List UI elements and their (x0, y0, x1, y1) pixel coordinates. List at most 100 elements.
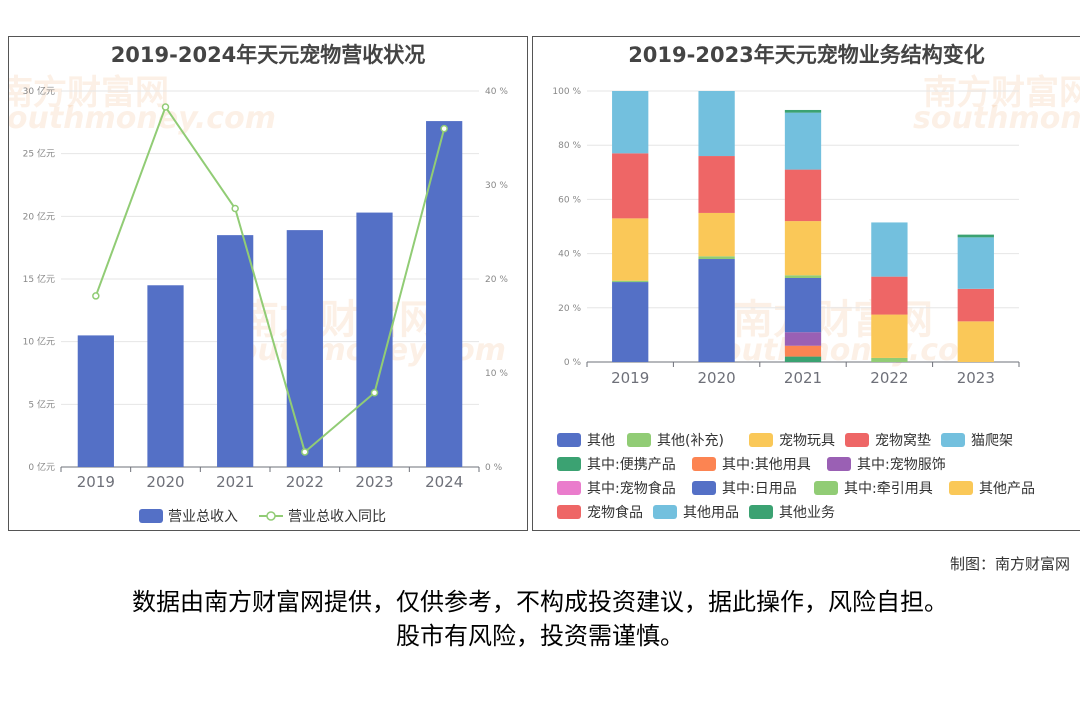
stacked-bar-segment (957, 288, 994, 322)
legend-swatch-yoy-dot (266, 511, 276, 521)
y2-tick-label: 0 % (485, 463, 503, 473)
yoy-point (92, 292, 100, 300)
revenue-chart-panel: 南方财富网 southmoney.com 南方财富网 southmoney.co… (8, 36, 528, 531)
stacked-bar-segment (784, 109, 822, 113)
legend-swatch (692, 457, 716, 471)
legend-swatch (749, 433, 773, 447)
revenue-chart-svg: 0 亿元 5 亿元 10 亿元 15 亿元 20 亿元 25 亿元 30 亿元 0 % 10 %… (23, 85, 509, 525)
stacked-bar-segment (871, 276, 908, 315)
y-tick-label: 30 亿元 (23, 85, 55, 97)
y-tick-label: 20 亿元 (23, 210, 55, 222)
y-tick-label: 10 亿元 (23, 336, 55, 348)
y2-tick-label: 10 % (485, 369, 508, 379)
legend-label-revenue: 营业总收入 (168, 509, 238, 525)
bar (356, 212, 393, 467)
yoy-point (301, 448, 309, 456)
legend-label: 其他用品 (683, 505, 739, 521)
x-tick-label: 2022 (286, 473, 324, 491)
legend-swatch (557, 505, 581, 519)
stacked-bar-segment (871, 314, 908, 358)
y-tick-label: 40 % (558, 250, 581, 260)
legend-swatch (653, 505, 677, 519)
stacked-bar-segment (957, 321, 994, 362)
stacked-bar-segment (957, 237, 994, 289)
yoy-point (440, 124, 448, 133)
y-tick-label: 5 亿元 (28, 398, 55, 410)
stacked-bar-segment (957, 234, 994, 238)
disclaimer-line-1: 数据由南方财富网提供，仅供参考，不构成投资建议，据此操作，风险自担。 (132, 588, 948, 616)
y-tick-label: 20 % (558, 304, 581, 314)
x-tick-label: 2019 (611, 369, 649, 387)
y-tick-label: 60 % (558, 195, 581, 205)
legend-label: 猫爬架 (971, 433, 1013, 449)
bar (147, 285, 184, 467)
stacked-bar-segment (784, 345, 822, 357)
yoy-point (370, 388, 379, 397)
legend-swatch (557, 433, 581, 447)
y2-tick-label: 20 % (485, 275, 508, 285)
legend-label: 宠物玩具 (779, 433, 835, 449)
y-tick-label: 100 % (552, 87, 581, 97)
x-tick-label: 2023 (957, 369, 995, 387)
bar (286, 230, 323, 467)
legend-label: 宠物窝垫 (875, 432, 931, 449)
y-tick-label: 25 亿元 (23, 148, 55, 160)
x-tick-label: 2022 (870, 369, 908, 387)
stacked-bar-segment (698, 156, 735, 213)
x-tick-label: 2023 (355, 473, 393, 491)
legend-label-yoy: 营业总收入同比 (288, 509, 386, 525)
stacked-bar-segment (871, 357, 908, 362)
legend-swatch (845, 433, 869, 447)
y-tick-label: 0 亿元 (28, 461, 55, 473)
y-tick-label: 0 % (564, 358, 582, 368)
x-tick-label: 2020 (146, 473, 184, 491)
stacked-bar-segment (698, 259, 735, 362)
legend-swatch (557, 481, 581, 495)
legend-swatch (941, 433, 965, 447)
y2-tick-label: 40 % (485, 87, 508, 97)
bar (426, 121, 463, 467)
legend-label: 其他产品 (979, 481, 1035, 497)
legend-label: 其他业务 (779, 505, 835, 521)
stacked-bar-segment (784, 356, 822, 362)
stacked-bar-segment (612, 282, 649, 362)
chart-title: 2019-2024年天元宠物营收状况 (110, 43, 426, 67)
x-tick-label: 2024 (425, 473, 463, 491)
legend-swatch (692, 481, 716, 495)
stacked-bar-segment (612, 280, 649, 283)
legend-swatch-revenue (139, 509, 163, 523)
legend-swatch (827, 457, 851, 471)
legend-label: 其他(补充) (657, 433, 724, 449)
legend-swatch (627, 433, 651, 447)
stacked-bar-segment (784, 275, 822, 278)
x-tick-label: 2019 (77, 473, 115, 491)
legend-label: 其中:宠物食品 (587, 480, 676, 497)
stacked-bar-segment (784, 112, 822, 170)
stacked-bar-segment (612, 218, 649, 281)
x-tick-label: 2020 (698, 369, 736, 387)
stacked-bar-segment (612, 153, 649, 219)
yoy-line (94, 104, 446, 454)
legend-swatch (814, 481, 838, 495)
stacked-bar-segment (698, 212, 735, 257)
legend-label: 其他 (587, 433, 615, 449)
stacked-bar-segment (784, 221, 822, 276)
yoy-point (231, 204, 239, 213)
stacked-bar-segment (784, 169, 822, 222)
stacked-bar-segment (784, 332, 822, 346)
yoy-point (161, 103, 170, 111)
x-tick-label: 2021 (216, 473, 254, 491)
legend-swatch (557, 457, 581, 471)
bar (77, 335, 114, 467)
y-tick-label: 80 % (558, 141, 581, 151)
y-tick-label: 15 亿元 (23, 273, 55, 285)
legend-label: 其中:便携产品 (587, 457, 676, 473)
stacked-bar-segment (698, 256, 735, 260)
legend-label: 其中:宠物服饰 (857, 457, 946, 473)
stacked-bar-segment (871, 222, 908, 277)
chart-title: 2019-2023年天元宠物业务结构变化 (628, 43, 985, 67)
structure-chart-svg: 0 % 20 % 40 % 60 % 80 % 100 % 2019 2020 2021 2022… (552, 87, 1035, 521)
legend-label: 其中:日用品 (722, 481, 797, 497)
legend-label: 宠物食品 (587, 504, 643, 521)
legend-label: 其中:其他用具 (722, 457, 811, 473)
